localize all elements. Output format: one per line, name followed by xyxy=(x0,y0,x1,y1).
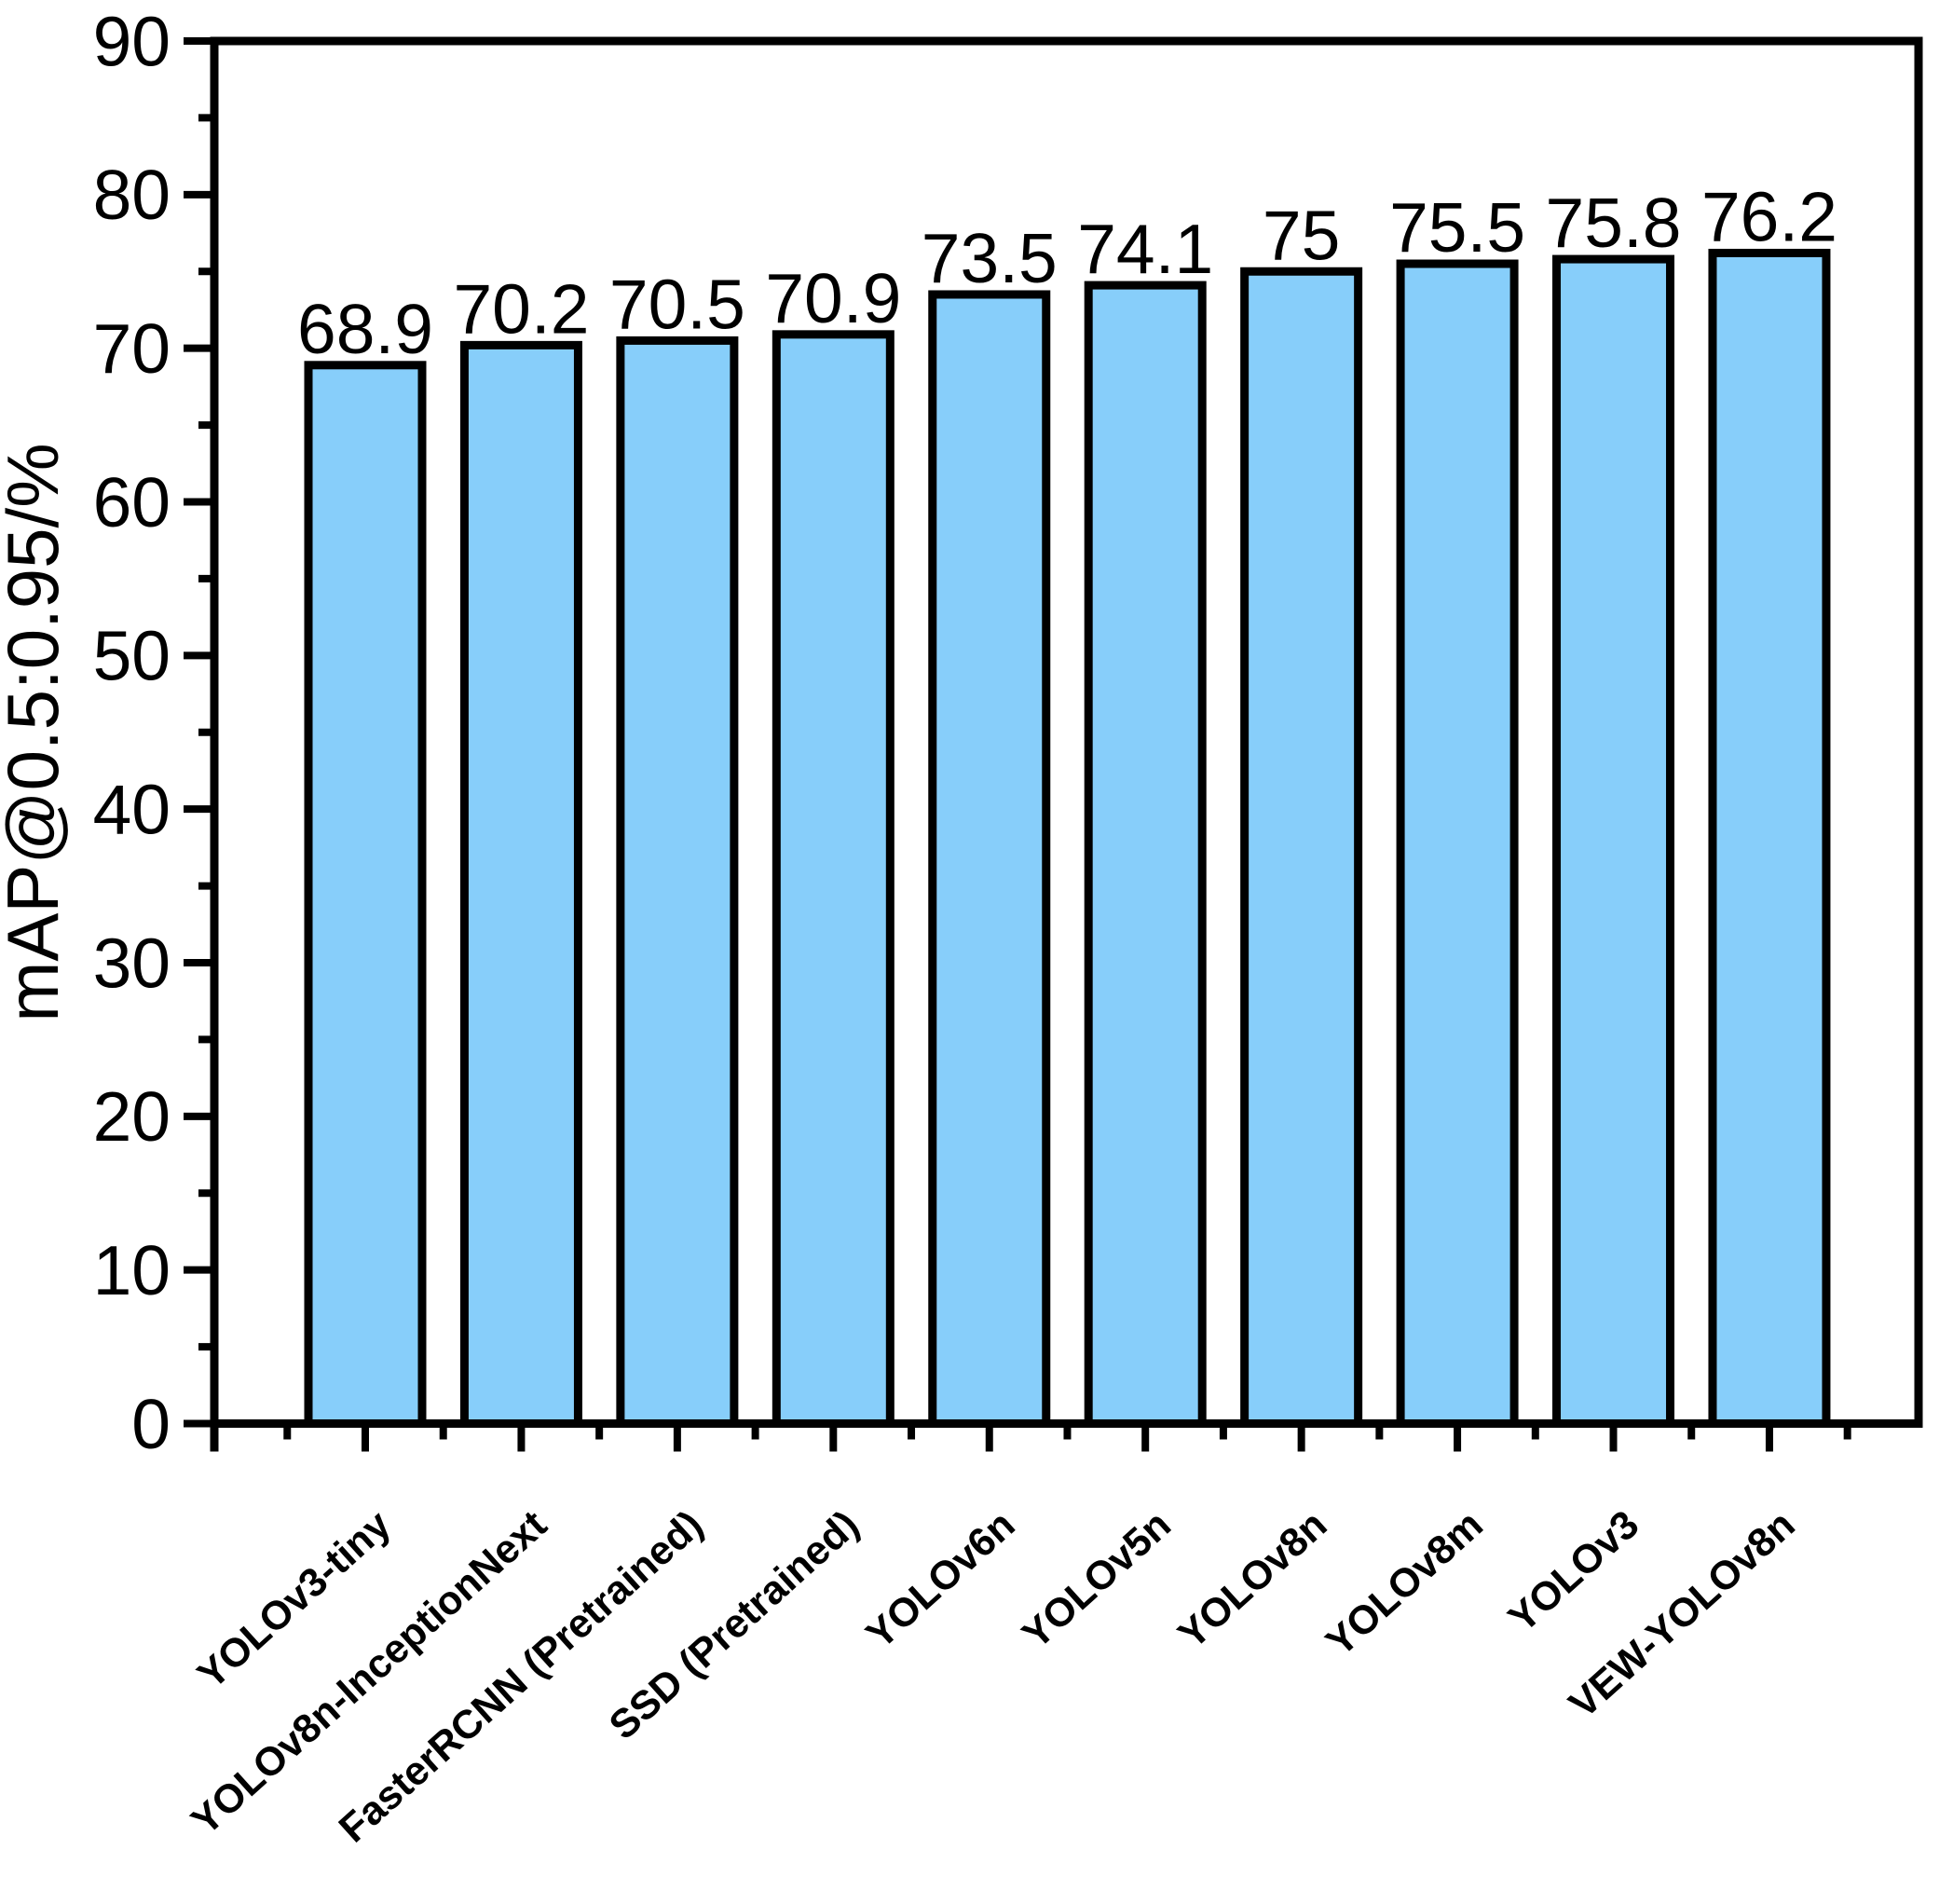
bar xyxy=(304,361,427,1428)
y-axis-tick-label: 70 xyxy=(93,309,171,388)
bar-value-label: 75.8 xyxy=(1546,184,1682,262)
y-axis-title: mAP@0.5:0.95/% xyxy=(0,443,74,1021)
bar-value-label: 76.2 xyxy=(1701,177,1837,255)
bars-layer xyxy=(304,248,1831,1429)
bar xyxy=(1708,248,1831,1429)
bar xyxy=(1396,259,1519,1429)
bar-value-label: 73.5 xyxy=(922,219,1058,297)
bar xyxy=(1240,267,1363,1428)
bar xyxy=(772,330,895,1428)
bar-value-label: 75.5 xyxy=(1389,188,1525,267)
x-category-label: YOLOv8n xyxy=(1170,1502,1336,1658)
y-axis-tick-label: 40 xyxy=(93,770,171,848)
bar xyxy=(928,290,1051,1429)
y-axis-tick-label: 60 xyxy=(93,463,171,541)
bar-value-label: 68.9 xyxy=(297,290,433,368)
bar xyxy=(1084,281,1207,1429)
x-category-label: YOLOv8m xyxy=(1318,1502,1492,1665)
x-category-label: YOLOv6n xyxy=(858,1502,1024,1658)
y-axis-tick-label: 10 xyxy=(93,1231,171,1309)
bar-value-label: 75 xyxy=(1263,196,1340,274)
y-axis-tick-label: 30 xyxy=(93,924,171,1002)
x-category-label: YOLOv5n xyxy=(1014,1502,1180,1658)
bar-value-label: 74.1 xyxy=(1077,210,1213,288)
bar-value-label: 70.2 xyxy=(453,269,589,348)
bar xyxy=(616,336,739,1428)
bar xyxy=(1552,254,1675,1428)
y-axis-tick-label: 80 xyxy=(93,156,171,234)
plot-frame xyxy=(210,36,1923,1428)
x-category-label: YOLOv3 xyxy=(1500,1502,1647,1641)
y-axis-tick-label: 90 xyxy=(93,2,171,80)
bar xyxy=(459,340,582,1428)
bar-value-label: 70.5 xyxy=(609,265,745,343)
y-axis-tick-label: 20 xyxy=(93,1077,171,1156)
bar-value-label: 70.9 xyxy=(765,259,901,337)
y-axis-tick-label: 50 xyxy=(93,617,171,695)
y-axis-tick-label: 0 xyxy=(131,1385,171,1463)
